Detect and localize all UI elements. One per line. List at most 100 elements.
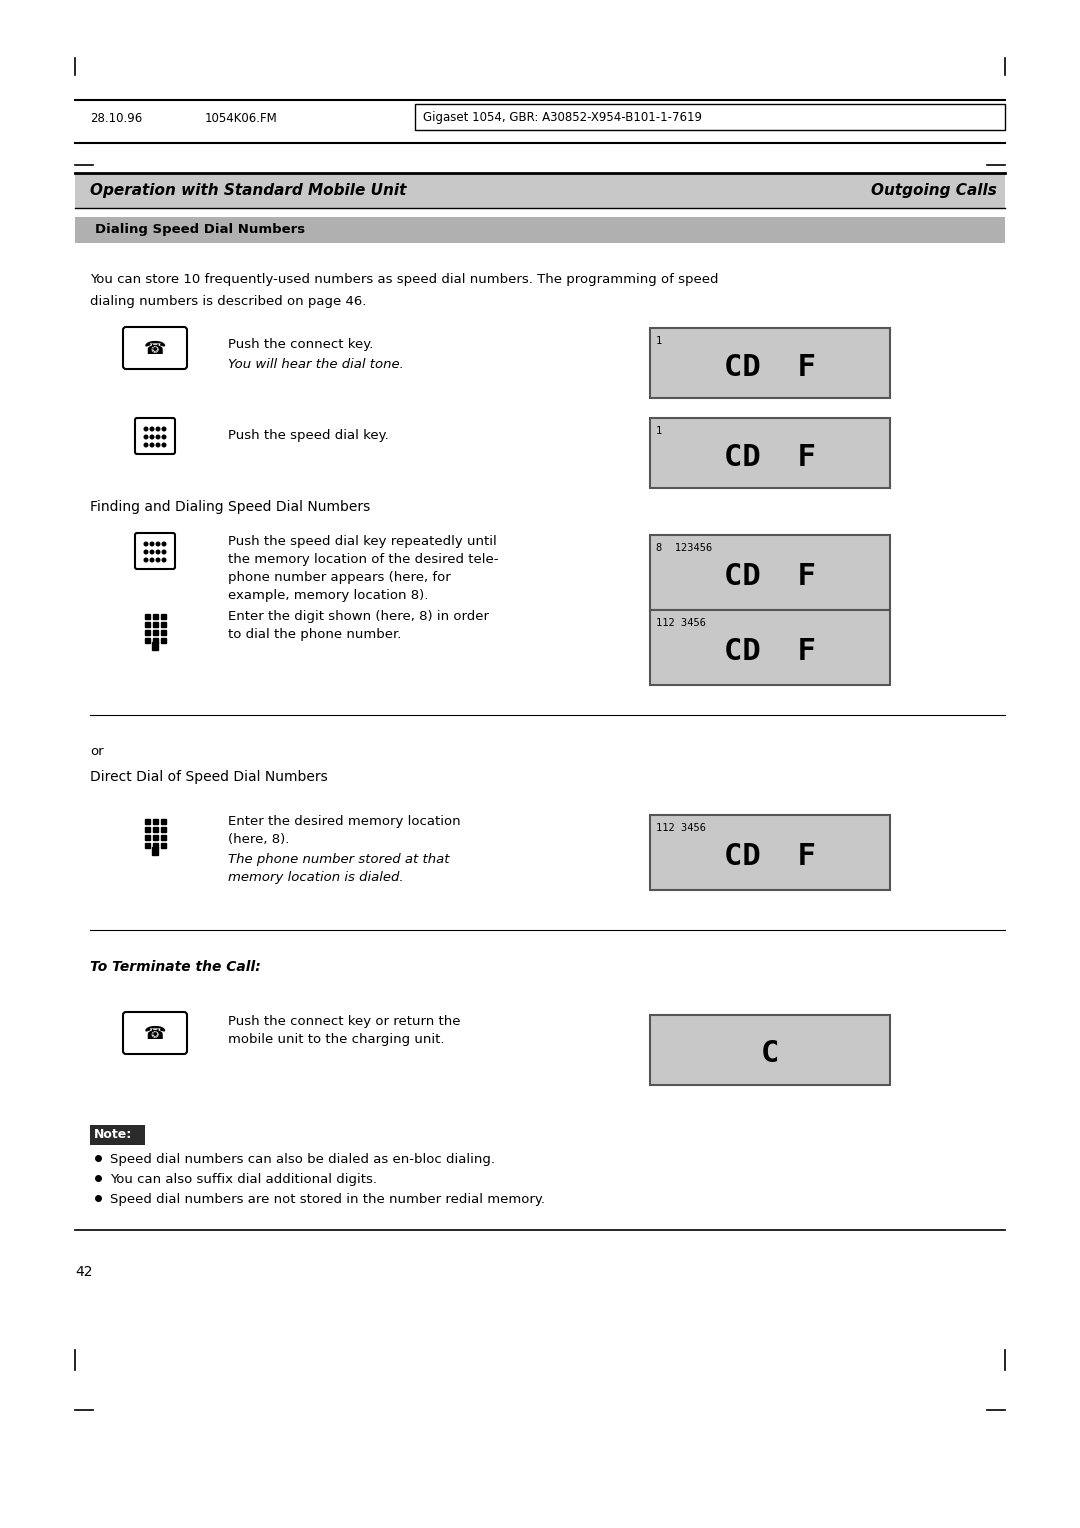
Bar xyxy=(145,843,149,848)
Text: Speed dial numbers are not stored in the number redial memory.: Speed dial numbers are not stored in the… xyxy=(110,1193,545,1206)
Text: Gigaset 1054, GBR: A30852-X954-B101-1-7619: Gigaset 1054, GBR: A30852-X954-B101-1-76… xyxy=(423,110,702,124)
FancyBboxPatch shape xyxy=(123,1012,187,1054)
Text: To Terminate the Call:: To Terminate the Call: xyxy=(90,960,260,973)
Bar xyxy=(75,217,1005,243)
Circle shape xyxy=(157,542,160,545)
Text: 28.10.96: 28.10.96 xyxy=(90,112,143,124)
Text: CD  F: CD F xyxy=(724,443,815,472)
Bar xyxy=(152,834,158,840)
Circle shape xyxy=(150,435,153,439)
Bar xyxy=(145,834,149,840)
Bar xyxy=(161,819,165,824)
Circle shape xyxy=(162,542,166,545)
Bar xyxy=(145,614,149,619)
Bar xyxy=(152,827,158,833)
Text: Push the speed dial key repeatedly until: Push the speed dial key repeatedly until xyxy=(228,535,497,549)
Text: CD  F: CD F xyxy=(724,562,815,591)
Bar xyxy=(152,847,158,856)
Circle shape xyxy=(150,428,153,431)
Circle shape xyxy=(145,542,148,545)
Text: CD  F: CD F xyxy=(724,353,815,382)
Text: Dialing Speed Dial Numbers: Dialing Speed Dial Numbers xyxy=(95,223,306,237)
Text: C: C xyxy=(760,1039,779,1068)
Bar xyxy=(152,639,158,643)
Text: You can also suffix dial additional digits.: You can also suffix dial additional digi… xyxy=(110,1174,377,1186)
Circle shape xyxy=(162,428,166,431)
Text: 1: 1 xyxy=(656,426,662,435)
Circle shape xyxy=(157,428,160,431)
FancyBboxPatch shape xyxy=(135,533,175,568)
Circle shape xyxy=(145,550,148,553)
Text: memory location is dialed.: memory location is dialed. xyxy=(228,871,404,885)
Text: Operation with Standard Mobile Unit: Operation with Standard Mobile Unit xyxy=(90,182,406,197)
Text: ☎: ☎ xyxy=(144,1025,166,1044)
Text: 1: 1 xyxy=(656,336,662,345)
Text: You will hear the dial tone.: You will hear the dial tone. xyxy=(228,358,404,371)
Text: 1054K06.FM: 1054K06.FM xyxy=(205,112,278,124)
Bar xyxy=(145,827,149,833)
Text: CD  F: CD F xyxy=(724,637,815,666)
Bar xyxy=(145,630,149,636)
Bar xyxy=(650,419,890,487)
Text: You can store 10 frequently-used numbers as speed dial numbers. The programming : You can store 10 frequently-used numbers… xyxy=(90,274,718,286)
Circle shape xyxy=(145,428,148,431)
Text: mobile unit to the charging unit.: mobile unit to the charging unit. xyxy=(228,1033,445,1047)
Bar xyxy=(161,622,165,626)
Bar xyxy=(650,610,890,685)
Circle shape xyxy=(162,550,166,553)
Bar xyxy=(161,639,165,643)
Text: Note:: Note: xyxy=(94,1129,132,1141)
Bar xyxy=(650,535,890,610)
Text: Outgoing Calls: Outgoing Calls xyxy=(872,182,997,197)
Circle shape xyxy=(157,558,160,562)
Bar xyxy=(161,843,165,848)
Circle shape xyxy=(162,558,166,562)
Text: ☎: ☎ xyxy=(144,341,166,358)
Text: 8  123456: 8 123456 xyxy=(656,542,712,553)
Bar xyxy=(152,630,158,636)
Circle shape xyxy=(157,550,160,553)
Bar xyxy=(145,639,149,643)
Circle shape xyxy=(162,435,166,439)
Text: Push the connect key.: Push the connect key. xyxy=(228,338,374,351)
Bar xyxy=(415,104,1005,130)
Circle shape xyxy=(150,550,153,553)
Text: 112 3456: 112 3456 xyxy=(656,617,706,628)
Circle shape xyxy=(157,435,160,439)
Text: CD  F: CD F xyxy=(724,842,815,871)
Circle shape xyxy=(150,542,153,545)
Bar xyxy=(152,819,158,824)
Text: dialing numbers is described on page 46.: dialing numbers is described on page 46. xyxy=(90,295,366,309)
Circle shape xyxy=(150,443,153,446)
Bar xyxy=(152,843,158,848)
Circle shape xyxy=(157,443,160,446)
Bar xyxy=(152,622,158,626)
Text: the memory location of the desired tele-: the memory location of the desired tele- xyxy=(228,553,499,565)
Text: (here, 8).: (here, 8). xyxy=(228,833,289,847)
Text: Speed dial numbers can also be dialed as en-bloc dialing.: Speed dial numbers can also be dialed as… xyxy=(110,1154,495,1166)
Text: 112 3456: 112 3456 xyxy=(656,824,706,833)
Bar xyxy=(145,622,149,626)
Text: example, memory location 8).: example, memory location 8). xyxy=(228,588,429,602)
Circle shape xyxy=(162,443,166,446)
Text: The phone number stored at that: The phone number stored at that xyxy=(228,853,449,866)
Text: to dial the phone number.: to dial the phone number. xyxy=(228,628,402,642)
Bar xyxy=(161,614,165,619)
Bar xyxy=(75,173,1005,208)
Bar xyxy=(152,614,158,619)
Bar xyxy=(90,1125,145,1144)
Bar xyxy=(161,630,165,636)
Text: phone number appears (here, for: phone number appears (here, for xyxy=(228,571,450,584)
Circle shape xyxy=(145,443,148,446)
Text: Push the connect key or return the: Push the connect key or return the xyxy=(228,1015,460,1028)
Bar xyxy=(650,1015,890,1085)
Text: 42: 42 xyxy=(75,1265,93,1279)
Text: Push the speed dial key.: Push the speed dial key. xyxy=(228,429,389,443)
Bar xyxy=(650,329,890,397)
Bar xyxy=(161,827,165,833)
FancyBboxPatch shape xyxy=(135,419,175,454)
Bar xyxy=(161,834,165,840)
Text: Direct Dial of Speed Dial Numbers: Direct Dial of Speed Dial Numbers xyxy=(90,770,327,784)
Bar xyxy=(650,814,890,889)
Text: Enter the digit shown (here, 8) in order: Enter the digit shown (here, 8) in order xyxy=(228,610,489,623)
